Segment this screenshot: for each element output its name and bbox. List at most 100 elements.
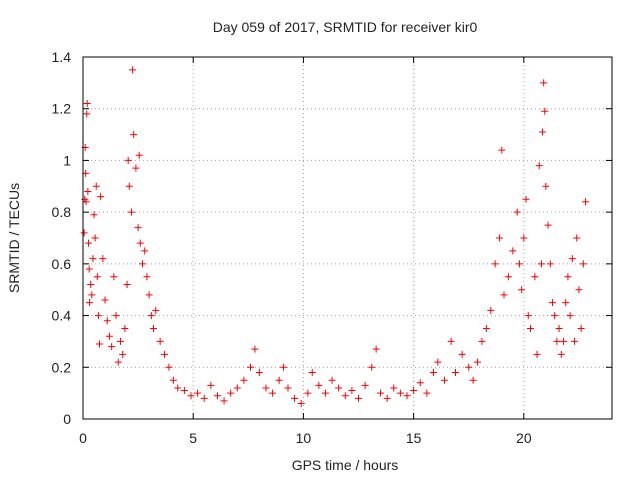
chart-title: Day 059 of 2017, SRMTID for receiver kir… (213, 19, 478, 35)
data-point (145, 291, 153, 299)
data-point (518, 286, 526, 294)
data-point (284, 384, 292, 392)
data-point (165, 363, 173, 371)
data-point (97, 193, 105, 201)
data-point (240, 376, 248, 384)
data-point (372, 345, 380, 353)
data-point (348, 387, 356, 395)
data-point (94, 312, 102, 320)
data-point (233, 384, 241, 392)
grid-lines (83, 57, 612, 419)
data-point (121, 325, 129, 332)
data-point (551, 312, 559, 320)
data-point (99, 255, 107, 263)
data-point (130, 131, 138, 139)
data-point (127, 208, 135, 216)
data-point (571, 337, 579, 345)
data-point (478, 337, 486, 345)
data-point (500, 291, 508, 299)
data-point (440, 376, 448, 384)
data-point (91, 234, 99, 242)
x-tick-label: 5 (189, 430, 197, 446)
data-point (125, 182, 133, 190)
data-point (275, 376, 283, 384)
data-point (105, 332, 113, 340)
y-tick-label: 0.2 (52, 359, 72, 375)
x-tick-label: 10 (296, 430, 312, 446)
data-point (227, 389, 235, 397)
data-point (156, 337, 164, 345)
data-point (85, 265, 93, 273)
x-tick-label: 0 (79, 430, 87, 446)
data-point (537, 260, 545, 268)
data-point (135, 151, 143, 159)
data-point (566, 312, 574, 320)
data-point (90, 211, 98, 219)
data-point (80, 229, 88, 237)
data-point (86, 299, 94, 307)
data-point (546, 260, 554, 268)
data-point (560, 337, 568, 345)
data-point (541, 107, 549, 115)
data-point (396, 389, 404, 397)
data-point (383, 394, 391, 402)
data-point (491, 260, 499, 268)
data-point (110, 273, 118, 281)
data-point (582, 198, 590, 206)
data-point (423, 389, 431, 397)
data-point (577, 325, 585, 332)
data-point (103, 317, 111, 325)
data-point (482, 325, 490, 332)
axis-ticks: 0 5 10 15 20 0 0.2 0.4 0.6 0.8 1 1.2 1.4 (52, 49, 612, 446)
data-point (247, 363, 255, 371)
data-point (579, 260, 587, 268)
data-point (361, 381, 369, 389)
data-point (496, 234, 504, 242)
data-point (112, 312, 120, 320)
data-point (568, 255, 576, 263)
data-point (447, 337, 455, 345)
data-point (194, 389, 202, 397)
data-point (315, 381, 323, 389)
data-point (548, 299, 556, 307)
data-point (403, 392, 411, 400)
data-point (308, 368, 316, 376)
data-point (251, 345, 259, 353)
data-point (123, 281, 131, 289)
data-point (87, 281, 95, 289)
data-point (89, 255, 97, 263)
data-point (119, 350, 127, 358)
data-point (544, 221, 552, 229)
data-point (101, 296, 109, 304)
data-point (377, 389, 385, 397)
data-point (562, 299, 570, 307)
data-point (207, 381, 215, 389)
x-axis-label: GPS time / hours (292, 457, 399, 473)
data-point (129, 66, 137, 74)
data-point (410, 387, 418, 395)
x-tick-label: 15 (406, 430, 422, 446)
data-point (85, 239, 93, 247)
data-point (458, 350, 466, 358)
data-point (139, 260, 147, 268)
data-point (174, 384, 182, 392)
data-point (269, 389, 277, 397)
data-point (533, 350, 541, 358)
data-point (573, 234, 581, 242)
data-point (452, 368, 460, 376)
data-point (465, 363, 473, 371)
data-point (262, 384, 270, 392)
data-point (555, 325, 563, 332)
data-point (553, 337, 561, 345)
data-point (136, 239, 144, 247)
data-point (434, 358, 442, 366)
data-point (539, 128, 547, 136)
data-point (88, 291, 96, 299)
data-point (108, 343, 116, 351)
data-point (82, 198, 90, 206)
data-point (304, 389, 312, 397)
data-point (368, 363, 376, 371)
data-point (498, 146, 506, 154)
data-point (220, 397, 228, 405)
